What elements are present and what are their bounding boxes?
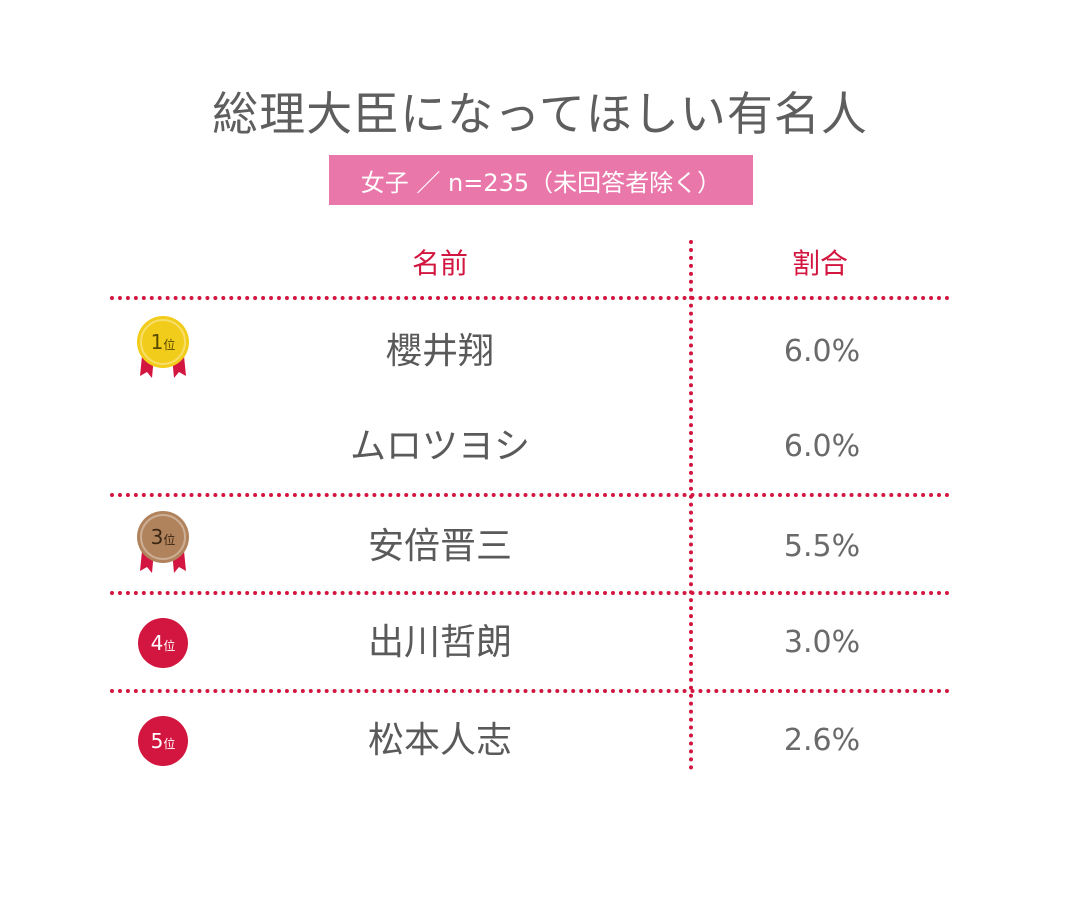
- chart-title: 総理大臣になってほしい有名人: [212, 87, 868, 141]
- sample-subtitle: 女子 ／ n=235（未回答者除く）: [329, 155, 753, 205]
- candidate-name: 安倍晋三: [367, 526, 512, 567]
- ratio-value: 5.5%: [783, 529, 861, 564]
- candidate-name: 松本人志: [367, 720, 512, 761]
- table-row: 5位 松本人志 2.6%: [0, 711, 1080, 771]
- row-divider: [110, 493, 950, 497]
- svg-text:1位: 1位: [151, 330, 176, 354]
- row-divider: [110, 689, 950, 693]
- table-row: 3位 安倍晋三 5.5%: [0, 511, 1080, 577]
- table-row: ムロツヨシ 6.0%: [0, 417, 1080, 477]
- bronze-medal-icon: 3位: [128, 507, 198, 577]
- table-row: 4位 出川哲朗 3.0%: [0, 613, 1080, 673]
- svg-text:5位: 5位: [151, 729, 176, 753]
- row-divider: [110, 591, 950, 595]
- red-circle-icon: 5位: [128, 706, 198, 776]
- ratio-value: 6.0%: [783, 334, 861, 369]
- candidate-name: ムロツヨシ: [349, 426, 530, 467]
- column-header-name: 名前: [411, 247, 468, 280]
- ratio-value: 6.0%: [783, 429, 861, 464]
- svg-text:3位: 3位: [151, 525, 176, 549]
- gold-medal-icon: 1位: [128, 312, 198, 382]
- ratio-value: 2.6%: [783, 723, 861, 758]
- svg-text:4位: 4位: [151, 631, 176, 655]
- ratio-value: 3.0%: [783, 625, 861, 660]
- column-header-ratio: 割合: [791, 247, 848, 280]
- red-circle-icon: 4位: [128, 608, 198, 678]
- column-divider: [689, 240, 693, 770]
- table-row: 1位 櫻井翔 6.0%: [0, 316, 1080, 382]
- row-divider: [110, 296, 950, 300]
- candidate-name: 櫻井翔: [385, 331, 494, 372]
- candidate-name: 出川哲朗: [367, 622, 512, 663]
